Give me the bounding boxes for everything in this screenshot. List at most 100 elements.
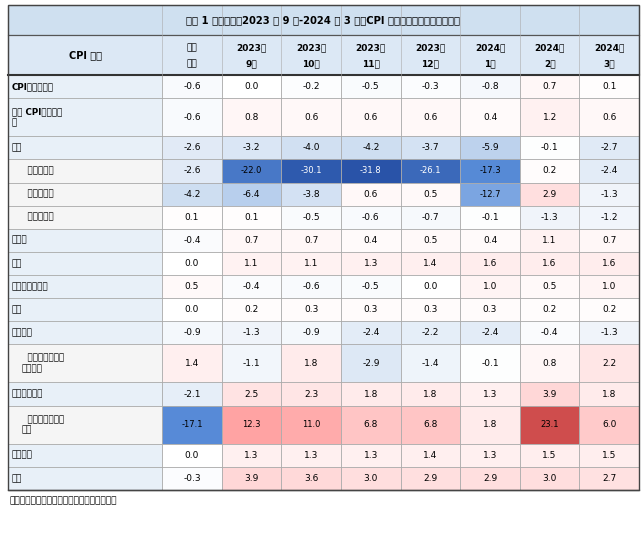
Text: 0.7: 0.7 — [542, 82, 557, 91]
Text: -0.9: -0.9 — [184, 328, 201, 337]
Text: 1.3: 1.3 — [483, 451, 497, 460]
Text: -6.4: -6.4 — [243, 190, 260, 199]
Text: 0.4: 0.4 — [364, 236, 378, 245]
Text: -1.3: -1.3 — [243, 328, 260, 337]
Bar — [401, 229, 460, 252]
Bar — [580, 298, 639, 321]
Text: 2.7: 2.7 — [602, 474, 616, 483]
Bar — [222, 159, 281, 183]
Bar — [580, 275, 639, 298]
Text: 其他: 其他 — [12, 474, 23, 483]
Text: 3.0: 3.0 — [542, 474, 557, 483]
Text: 2.5: 2.5 — [245, 389, 259, 398]
Bar — [401, 406, 460, 444]
Text: CPI：当月同比: CPI：当月同比 — [12, 82, 54, 91]
Text: 12.3: 12.3 — [242, 420, 261, 429]
Bar — [162, 344, 222, 382]
Text: 9月: 9月 — [246, 59, 258, 68]
Bar — [460, 252, 520, 275]
Text: 1月: 1月 — [484, 59, 496, 68]
Bar — [162, 382, 222, 406]
Bar — [520, 298, 580, 321]
Bar — [341, 159, 401, 183]
Text: 0.6: 0.6 — [364, 113, 378, 122]
Bar — [401, 344, 460, 382]
Bar — [341, 229, 401, 252]
Bar — [8, 321, 162, 344]
Bar — [341, 406, 401, 444]
Bar — [580, 344, 639, 382]
Text: 0.5: 0.5 — [423, 236, 438, 245]
Bar — [162, 467, 222, 490]
Bar — [341, 75, 401, 98]
Bar — [460, 406, 520, 444]
Text: 居住: 居住 — [12, 305, 23, 314]
Text: -2.7: -2.7 — [600, 143, 618, 152]
Bar — [8, 298, 162, 321]
Text: 1.1: 1.1 — [542, 236, 557, 245]
Bar — [460, 136, 520, 159]
Text: -2.6: -2.6 — [184, 143, 201, 152]
Text: 0.0: 0.0 — [185, 259, 199, 268]
Text: 核心 CPI：当月同
比: 核心 CPI：当月同 比 — [12, 107, 62, 127]
Text: 表格 1 过去半年（2023 年 9 月-2024 年 3 月）CPI 及其主要分项指标运行状况: 表格 1 过去半年（2023 年 9 月-2024 年 3 月）CPI 及其主要… — [187, 15, 460, 25]
Bar — [401, 467, 460, 490]
Text: 食品: 食品 — [12, 143, 23, 152]
Bar — [401, 206, 460, 229]
Text: 1.8: 1.8 — [364, 389, 378, 398]
Text: 0.6: 0.6 — [304, 113, 318, 122]
Bar — [401, 75, 460, 98]
Text: -0.8: -0.8 — [481, 82, 499, 91]
Text: 数据来源：国家统计局，广开首席产业研究院: 数据来源：国家统计局，广开首席产业研究院 — [10, 497, 117, 506]
Bar — [162, 229, 222, 252]
Bar — [281, 275, 341, 298]
Text: -0.5: -0.5 — [362, 282, 379, 291]
Bar — [162, 136, 222, 159]
Text: 6.0: 6.0 — [602, 420, 616, 429]
Text: -30.1: -30.1 — [301, 167, 322, 176]
Text: 2023年: 2023年 — [296, 43, 327, 52]
Text: -17.1: -17.1 — [182, 420, 203, 429]
Text: 2月: 2月 — [544, 59, 555, 68]
Text: 10月: 10月 — [302, 59, 320, 68]
Bar — [520, 206, 580, 229]
Bar — [281, 344, 341, 382]
Text: 0.1: 0.1 — [245, 213, 259, 222]
Bar — [580, 467, 639, 490]
Text: 1.4: 1.4 — [185, 359, 199, 368]
Bar — [580, 206, 639, 229]
Text: 3月: 3月 — [603, 59, 615, 68]
Bar — [281, 444, 341, 467]
Text: 0.6: 0.6 — [423, 113, 438, 122]
Text: -2.1: -2.1 — [184, 389, 201, 398]
Text: 1.3: 1.3 — [304, 451, 318, 460]
Text: 变化: 变化 — [187, 59, 198, 68]
Text: 1.6: 1.6 — [542, 259, 557, 268]
Text: -4.2: -4.2 — [362, 143, 379, 152]
Bar — [460, 75, 520, 98]
Bar — [8, 136, 162, 159]
Bar — [222, 382, 281, 406]
Bar — [222, 229, 281, 252]
Bar — [222, 183, 281, 206]
Text: 1.2: 1.2 — [542, 113, 556, 122]
Text: 教育文化娱乐: 教育文化娱乐 — [12, 389, 44, 398]
Text: 2024年: 2024年 — [594, 43, 625, 52]
Text: -5.9: -5.9 — [481, 143, 499, 152]
Text: 1.5: 1.5 — [542, 451, 557, 460]
Bar — [222, 298, 281, 321]
Bar — [520, 183, 580, 206]
Text: 交通通信: 交通通信 — [12, 328, 33, 337]
Text: 2023年: 2023年 — [355, 43, 386, 52]
Bar — [341, 183, 401, 206]
Text: 非食品: 非食品 — [12, 236, 28, 245]
Text: 1.6: 1.6 — [602, 259, 616, 268]
Text: 3.9: 3.9 — [542, 389, 557, 398]
Bar — [341, 321, 401, 344]
Bar — [580, 321, 639, 344]
Bar — [281, 183, 341, 206]
Text: 医疗保健: 医疗保健 — [12, 451, 33, 460]
Bar — [281, 467, 341, 490]
Text: -0.3: -0.3 — [422, 82, 439, 91]
Text: 0.2: 0.2 — [542, 167, 556, 176]
